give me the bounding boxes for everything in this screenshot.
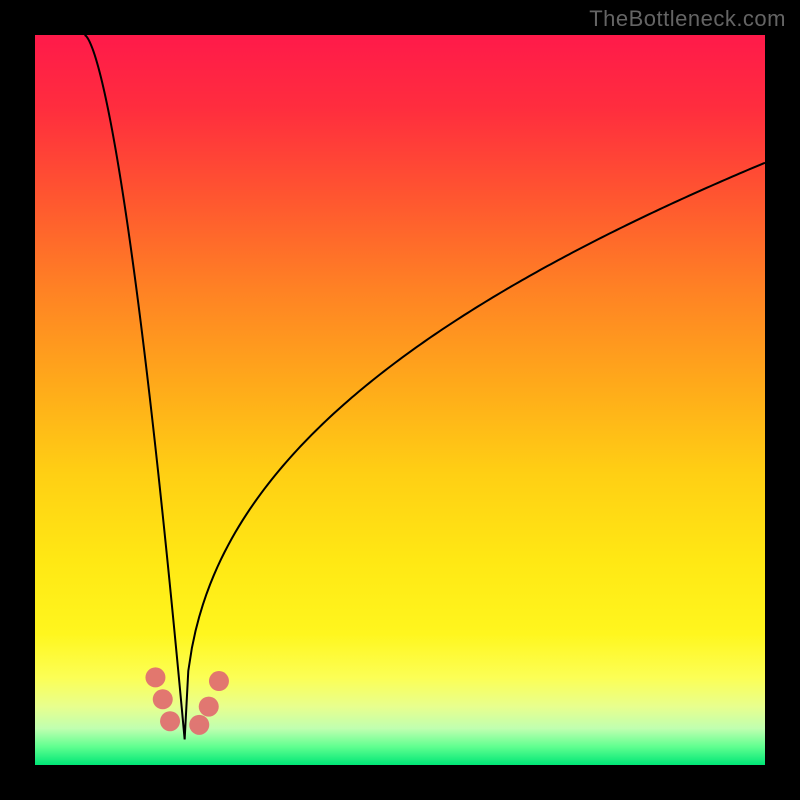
data-marker: [153, 689, 173, 709]
bottleneck-curve: [85, 35, 765, 739]
chart-frame: TheBottleneck.com: [0, 0, 800, 800]
data-marker: [145, 667, 165, 687]
curve-layer: [35, 35, 765, 765]
data-marker: [199, 697, 219, 717]
plot-area: [35, 35, 765, 765]
data-marker: [189, 715, 209, 735]
watermark-text: TheBottleneck.com: [589, 6, 786, 32]
data-marker: [209, 671, 229, 691]
data-marker: [160, 711, 180, 731]
